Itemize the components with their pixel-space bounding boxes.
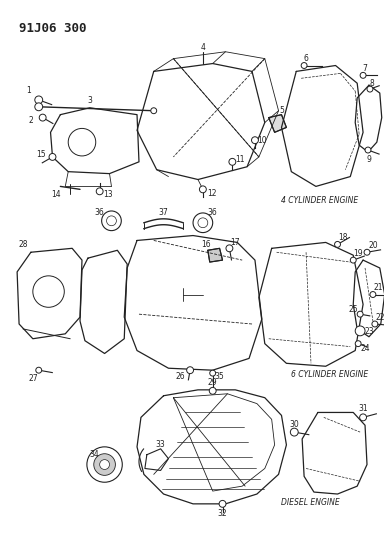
Text: 34: 34 [90,450,100,459]
Circle shape [68,128,96,156]
Text: 7: 7 [363,64,368,73]
Text: 33: 33 [156,440,165,449]
Text: 11: 11 [235,155,245,164]
Circle shape [94,454,116,475]
Circle shape [360,72,366,78]
Circle shape [35,96,43,104]
Text: 1: 1 [26,86,31,94]
Text: 37: 37 [159,208,168,217]
Polygon shape [208,248,223,262]
Circle shape [335,241,340,247]
Circle shape [39,114,46,121]
Circle shape [355,341,361,346]
Text: 6 CYLINDER ENGINE: 6 CYLINDER ENGINE [291,370,368,379]
Text: 25: 25 [349,305,358,314]
Text: 19: 19 [353,249,363,258]
Circle shape [357,311,363,317]
Circle shape [252,137,258,144]
Text: 13: 13 [103,190,112,199]
Text: 4: 4 [200,43,205,52]
Circle shape [210,370,216,376]
Text: 6: 6 [304,54,308,63]
Circle shape [370,292,376,297]
Circle shape [301,62,307,68]
Polygon shape [269,115,286,132]
Circle shape [33,276,64,308]
Text: 31: 31 [358,404,368,413]
Text: 5: 5 [279,106,284,115]
Text: 15: 15 [36,150,46,159]
Circle shape [372,321,378,327]
Text: 8: 8 [370,79,374,88]
Text: 28: 28 [18,240,28,249]
Text: 32: 32 [218,509,227,518]
Text: 27: 27 [28,374,38,383]
Text: 20: 20 [368,241,378,250]
Circle shape [360,414,366,421]
Circle shape [49,154,56,160]
Text: 14: 14 [52,190,61,199]
Text: 21: 21 [373,283,382,292]
Text: DIESEL ENGINE: DIESEL ENGINE [282,498,340,507]
Text: 36: 36 [95,208,105,217]
Circle shape [350,257,356,263]
Circle shape [355,326,365,336]
Text: 18: 18 [339,233,348,242]
Text: 30: 30 [289,420,299,429]
Text: 4 CYLINDER ENGINE: 4 CYLINDER ENGINE [282,196,359,205]
Circle shape [36,367,42,373]
Text: 35: 35 [215,372,224,381]
Text: 17: 17 [231,238,240,247]
Text: 91J06 300: 91J06 300 [19,22,87,35]
Text: 36: 36 [208,208,217,217]
Circle shape [100,459,109,470]
Circle shape [367,86,373,92]
Text: 2: 2 [28,116,33,125]
Circle shape [151,108,157,114]
Circle shape [35,103,43,111]
Text: 10: 10 [257,136,266,144]
Text: 16: 16 [201,240,210,249]
Text: 29: 29 [208,378,217,387]
Circle shape [187,367,194,374]
Circle shape [365,147,371,153]
Text: 12: 12 [207,189,216,198]
Text: 22: 22 [375,313,385,321]
Circle shape [290,428,298,436]
Circle shape [229,158,236,165]
Text: 9: 9 [366,155,371,164]
Text: 26: 26 [175,372,185,381]
Circle shape [96,188,103,195]
Circle shape [200,186,206,193]
Text: 3: 3 [88,96,92,106]
Circle shape [226,245,233,252]
Text: 23: 23 [364,327,374,336]
Circle shape [219,500,226,507]
Circle shape [87,447,122,482]
Circle shape [209,387,216,394]
Text: 24: 24 [360,344,370,353]
Circle shape [364,249,370,255]
